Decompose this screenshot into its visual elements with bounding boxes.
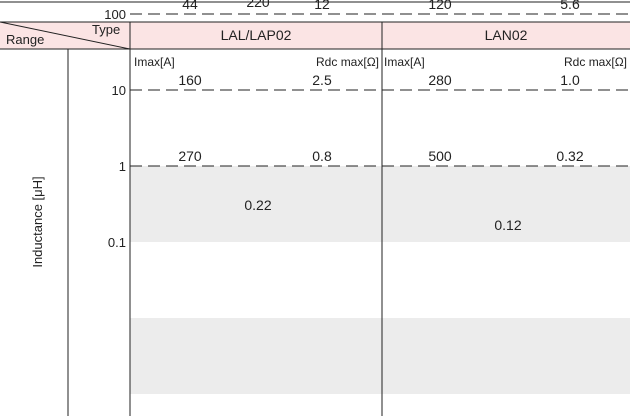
range-header-label: Range xyxy=(6,32,44,47)
rdc-value: 2.5 xyxy=(312,72,332,88)
rdc-value: 0.32 xyxy=(556,148,583,164)
group-2-title: LAN02 xyxy=(485,27,528,43)
range-min-label-1: 0.22 xyxy=(244,197,271,213)
group-1-rdc-header: Rdc max[Ω] xyxy=(316,55,379,69)
band-100-1000 xyxy=(130,318,630,394)
rdc-value: 5.6 xyxy=(560,0,580,12)
y-tick-label: 10 xyxy=(112,83,126,98)
header-diagonal xyxy=(0,21,131,50)
imax-value: 120 xyxy=(428,0,452,12)
imax-value: 280 xyxy=(428,72,452,88)
group-1-imax-header: Imax[A] xyxy=(134,55,175,69)
rdc-value: 12 xyxy=(314,0,330,12)
rdc-value: 0.8 xyxy=(312,148,332,164)
header-group-2-cell xyxy=(382,22,630,49)
range-max-label-1: 220 xyxy=(246,0,270,10)
y-axis-label: Inductance [μH] xyxy=(30,176,45,267)
group-2-rdc-header: Rdc max[Ω] xyxy=(564,55,627,69)
imax-value: 160 xyxy=(178,72,202,88)
imax-value: 44 xyxy=(182,0,198,12)
group-1-title: LAL/LAP02 xyxy=(221,27,292,43)
range-min-label-2: 0.12 xyxy=(494,217,521,233)
chart-marks: 0.111010010000.222202700.81602.544120.12… xyxy=(104,0,630,250)
rdc-value: 1.0 xyxy=(560,72,580,88)
imax-value: 500 xyxy=(428,148,452,164)
y-tick-label: 1 xyxy=(119,159,126,174)
y-tick-label: 100 xyxy=(104,7,126,22)
y-tick-label: 0.1 xyxy=(108,235,126,250)
imax-value: 270 xyxy=(178,148,202,164)
group-2-imax-header: Imax[A] xyxy=(384,55,425,69)
band-1-10 xyxy=(130,166,630,242)
type-header-label: Type xyxy=(92,22,120,37)
header-group-1-cell xyxy=(130,22,382,49)
